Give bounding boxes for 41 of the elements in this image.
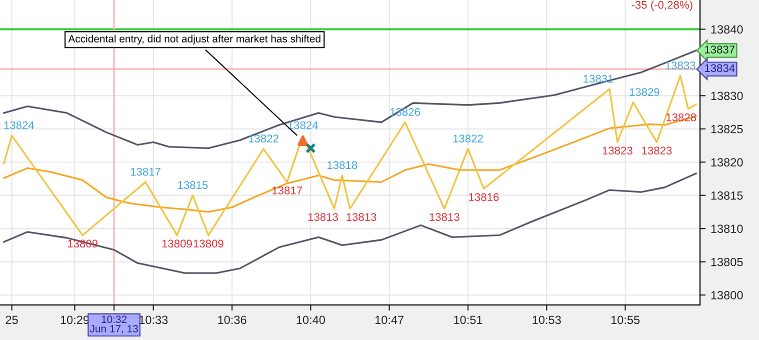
- y-tick-label: 13820: [711, 158, 743, 167]
- x-tick-label: 10:36: [218, 316, 246, 324]
- data-label: 13833: [666, 62, 696, 70]
- x-tick-label: 10:47: [375, 316, 404, 324]
- data-label: 13816: [469, 193, 499, 202]
- data-label: 13813: [308, 213, 338, 221]
- data-label: 13822: [248, 134, 278, 142]
- line-series: [3, 115, 697, 213]
- x-tick-label: 10:51: [454, 316, 482, 324]
- data-label: 13817: [272, 186, 302, 194]
- data-label: 13815: [178, 181, 208, 189]
- x-tick-label: 10:40: [296, 316, 325, 324]
- data-label: 13823: [642, 146, 672, 155]
- data-label: 13831: [584, 74, 614, 83]
- annotation: Accidental entry, did not adjust after market has shifted: [68, 34, 320, 45]
- y-tick-label: 13805: [711, 258, 743, 266]
- annotation: -35 (-0,28%): [632, 0, 692, 11]
- line-series: [3, 74, 697, 236]
- data-label: 13829: [630, 88, 660, 96]
- x-tick-label: 10:55: [611, 316, 640, 324]
- x-tick-label: 25: [6, 316, 18, 324]
- data-label: 13823: [602, 146, 632, 155]
- data-label: 13809: [162, 240, 192, 248]
- ref-line-label: 13834: [705, 64, 735, 72]
- data-label: 13813: [346, 213, 376, 221]
- data-label: 13824: [4, 121, 34, 130]
- x-tick-label: 10:32 Jun 17, 13: [90, 316, 138, 334]
- y-tick-label: 13800: [711, 291, 743, 300]
- data-label: 13813: [430, 213, 460, 221]
- data-label: 13822: [453, 134, 483, 142]
- y-tick-label: 13840: [711, 25, 743, 34]
- y-tick-label: 13825: [711, 124, 743, 134]
- x-tick-label: 10:53: [532, 316, 561, 324]
- y-tick-label: 13810: [711, 224, 743, 233]
- data-label: 13809: [194, 240, 224, 248]
- data-label: 13818: [328, 161, 358, 170]
- y-tick-label: 13830: [711, 92, 743, 100]
- data-label: 13817: [130, 168, 160, 176]
- data-label: 13824: [288, 121, 318, 130]
- y-tick-label: 13815: [711, 191, 743, 200]
- data-label: 13837: [705, 46, 735, 54]
